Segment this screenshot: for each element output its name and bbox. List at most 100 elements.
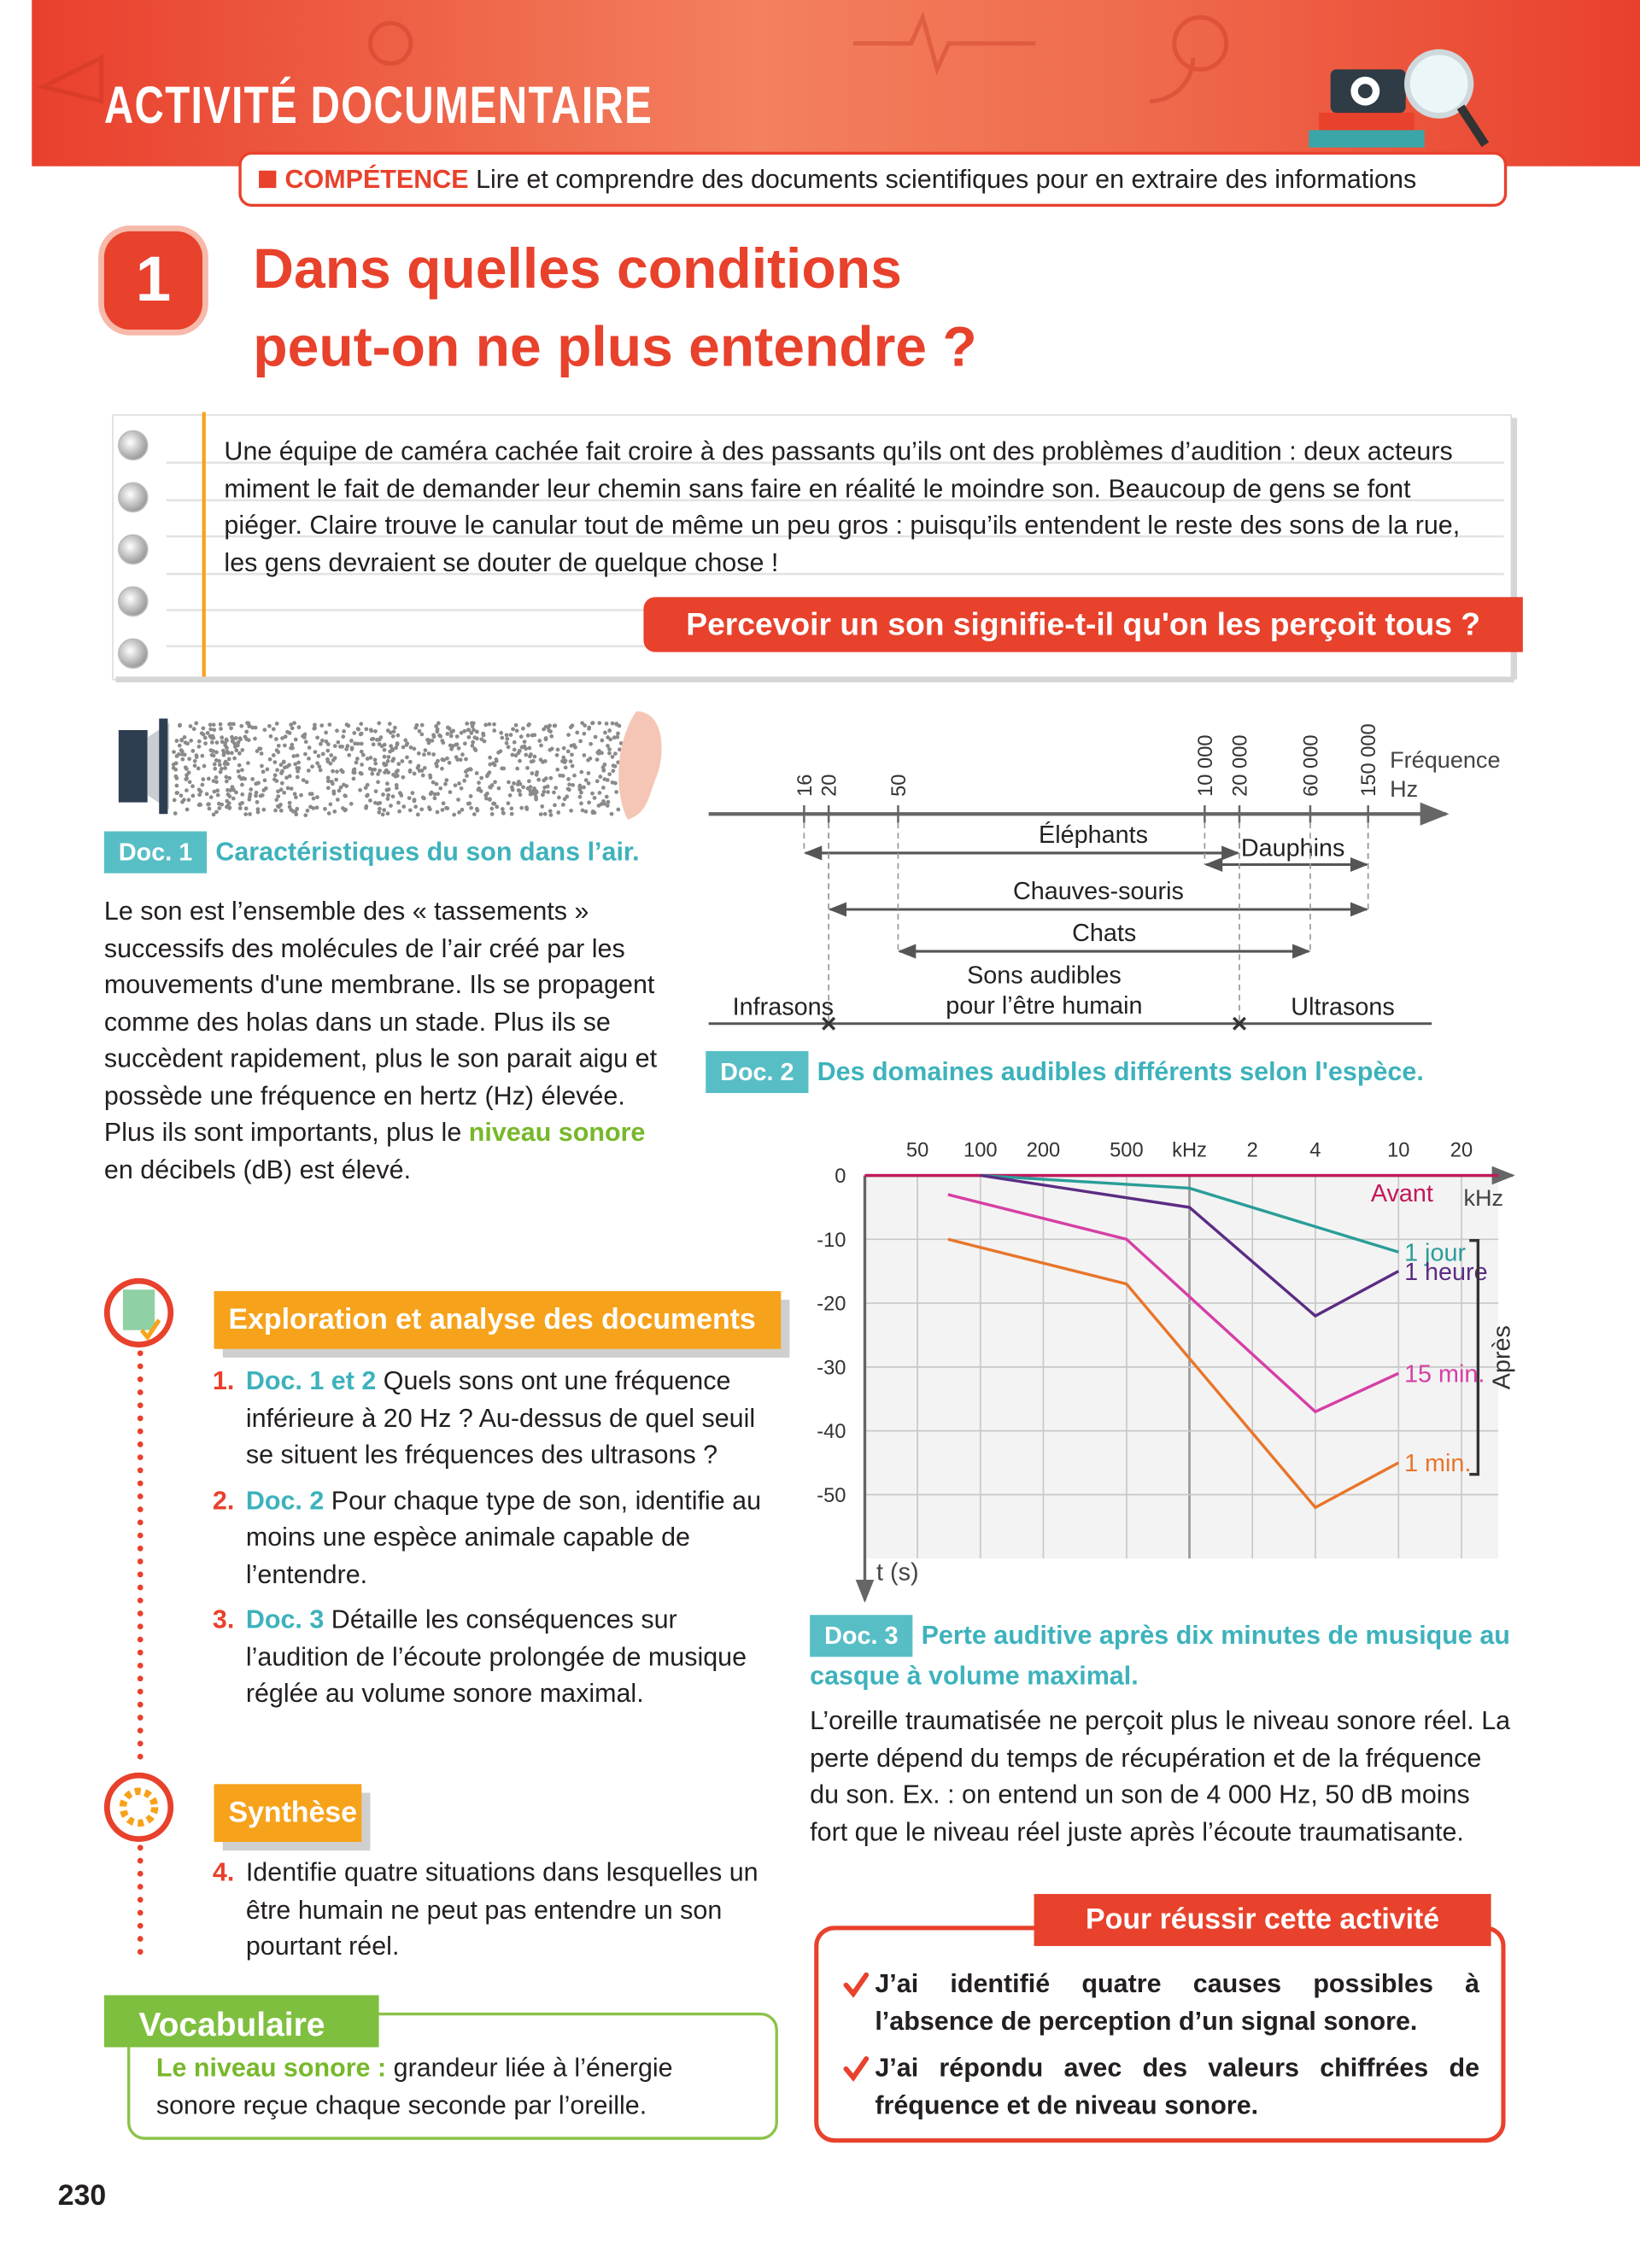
tick-label: 20 000 (1229, 734, 1251, 796)
series-line (980, 1173, 1400, 1318)
range-label: Éléphants (1039, 821, 1148, 849)
question-body: Doc. 1 et 2 Quels sons ont une fréquence… (246, 1364, 770, 1475)
y-tick-label: -10 (817, 1230, 846, 1252)
question-ref: Doc. 3 (245, 1605, 325, 1634)
question-number: 1. (212, 1365, 235, 1395)
x-tick-label: kHz (1172, 1139, 1207, 1161)
tick-label: 20 (819, 775, 841, 797)
doc2-heading: Doc. 2 Des domaines audibles différents s… (706, 1050, 1424, 1093)
doc-title: Perte auditive après dix minutes de musi… (810, 1620, 1510, 1691)
vocab-text: Le niveau sonore : grandeur liée à l’éne… (156, 2050, 735, 2124)
annotation: Après (1489, 1325, 1516, 1389)
question-body: Doc. 3 Détaille les conséquences sur l’a… (246, 1602, 770, 1713)
question: 3. Doc. 3 Détaille les conséquences sur l… (213, 1602, 770, 1713)
header-decor (37, 10, 1229, 104)
vocab-title: Vocabulaire (103, 1995, 379, 2048)
series-line (980, 1173, 1399, 1254)
camera-icon (1309, 49, 1490, 148)
x-tick-label: 20 (1450, 1139, 1473, 1161)
doc1-text: Le son est l’ensemble des « tassements »… (104, 893, 671, 1188)
doc-label: Doc. 3 (810, 1615, 913, 1657)
tick-label: 10 000 (1195, 734, 1217, 796)
x-tick-label: 200 (1027, 1139, 1061, 1161)
range-label: Dauphins (1241, 834, 1345, 862)
checklist-item: J’ai répondu avec des valeurs chiffrées … (843, 2050, 1479, 2124)
check-icon (843, 2056, 870, 2082)
highlight: niveau sonore (468, 1117, 646, 1147)
y-axis-label: t (s) (876, 1559, 919, 1587)
range-label: Chats (1072, 920, 1136, 947)
series-label: 1 heure (1404, 1259, 1488, 1286)
doc-label: Doc. 2 (706, 1050, 809, 1093)
zone-label: Ultrasons (1291, 994, 1394, 1021)
question-number: 3. (212, 1605, 235, 1634)
tick-label: 50 (888, 775, 911, 797)
header-title: ACTIVITÉ DOCUMENTAIRE (103, 75, 653, 135)
axis-label: Fréquence (1390, 746, 1500, 773)
reussir-title: Pour réussir cette activité (1034, 1893, 1491, 1946)
question-ref: Doc. 2 (245, 1485, 325, 1515)
tick-label: 60 000 (1300, 734, 1322, 796)
page-number: 230 (57, 2180, 107, 2212)
tick-label: 150 000 (1358, 723, 1380, 797)
zone-label: pour l’être humain (946, 992, 1142, 1020)
competence: COMPÉTENCE Lire et comprendre des docume… (238, 151, 1508, 208)
text: en décibels (dB) est élevé. (103, 1154, 412, 1184)
y-tick-label: -50 (817, 1485, 846, 1507)
competence-label: COMPÉTENCE (284, 165, 469, 194)
doc3-chart: 50 100 200 500 kHz 2 4 10 200-10-20-30-40-50kHzt… (817, 1139, 1516, 1603)
series-label: 15 min. (1404, 1360, 1485, 1388)
series-label: 1 min. (1404, 1450, 1471, 1477)
question-number: 2. (212, 1485, 235, 1515)
questions: 4. Identifie quatre situations dans lesqu… (213, 1855, 770, 1974)
question-text: Pour chaque type de son, identifie au mo… (245, 1485, 762, 1588)
activity-number: 1 (103, 231, 203, 330)
title-line: peut-on ne plus entendre ? (253, 316, 977, 379)
y-tick-label: -40 (817, 1421, 846, 1443)
doc3-text: L’oreille traumatisée ne perçoit plus le… (810, 1705, 1511, 1846)
question: 4. Identifie quatre situations dans lesqu… (213, 1855, 770, 1966)
question-body: Doc. 2 Pour chaque type de son, identifi… (246, 1482, 770, 1593)
title-line: Dans quelles conditions (253, 238, 902, 301)
question: 2. Doc. 2 Pour chaque type de son, identi… (213, 1482, 770, 1593)
question: 1. Doc. 1 et 2 Quels sons ont une fréquen… (213, 1364, 770, 1475)
bullet (259, 170, 277, 189)
doc-title: Des domaines audibles différents selon l… (817, 1056, 1424, 1086)
x-tick-label: 10 (1387, 1139, 1409, 1161)
exploration-title: Exploration et analyse des documents (214, 1290, 782, 1349)
reussir-items: J’ai identifié quatre causes possibles à… (843, 1967, 1479, 2134)
questions: 1. Doc. 1 et 2 Quels sons ont une fréquen… (213, 1364, 770, 1721)
question-text: Détaille les conséquences sur l’audition… (245, 1605, 747, 1708)
x-tick-label: 50 (906, 1139, 928, 1161)
y-tick-label: 0 (835, 1166, 846, 1188)
doc-title: Caractéristiques du son dans l’air. (215, 837, 640, 867)
x-axis-label: kHz (1463, 1184, 1503, 1211)
question-number: 4. (212, 1857, 235, 1887)
intro-text: Une équipe de caméra cachée fait croire … (224, 436, 1461, 576)
limit-mark (1233, 1016, 1246, 1031)
series-label: 1 jour (1404, 1239, 1466, 1266)
doc1-heading: Doc. 1 Caractéristiques du son dans l’air… (103, 831, 640, 874)
zone-label: Infrasons (733, 994, 834, 1021)
question-text: Identifie quatre situations dans lesquel… (245, 1857, 758, 1961)
check (843, 2056, 870, 2082)
bracket (1469, 1239, 1480, 1476)
range-label: Chauves-souris (1013, 878, 1184, 905)
question-ref: Doc. 1 et 2 (245, 1365, 377, 1395)
limit-mark (822, 1016, 836, 1031)
x-tick-label: 2 (1247, 1139, 1258, 1161)
tick-label: 16 (794, 775, 817, 797)
synthese-title: Synthèse (214, 1784, 362, 1843)
vocab-box (126, 2012, 778, 2140)
term: Le niveau sonore : (155, 2053, 387, 2083)
series-line (947, 1237, 1400, 1510)
check (843, 1972, 870, 1998)
text: Le son est l’ensemble des « tassements »… (103, 896, 658, 1147)
activity-title: Dans quelles conditions peut-on ne plus e… (253, 231, 976, 388)
axis-unit: Hz (1390, 775, 1418, 802)
y-tick-label: -30 (817, 1357, 846, 1379)
competence-text: Lire et comprendre des documents scienti… (476, 165, 1417, 194)
